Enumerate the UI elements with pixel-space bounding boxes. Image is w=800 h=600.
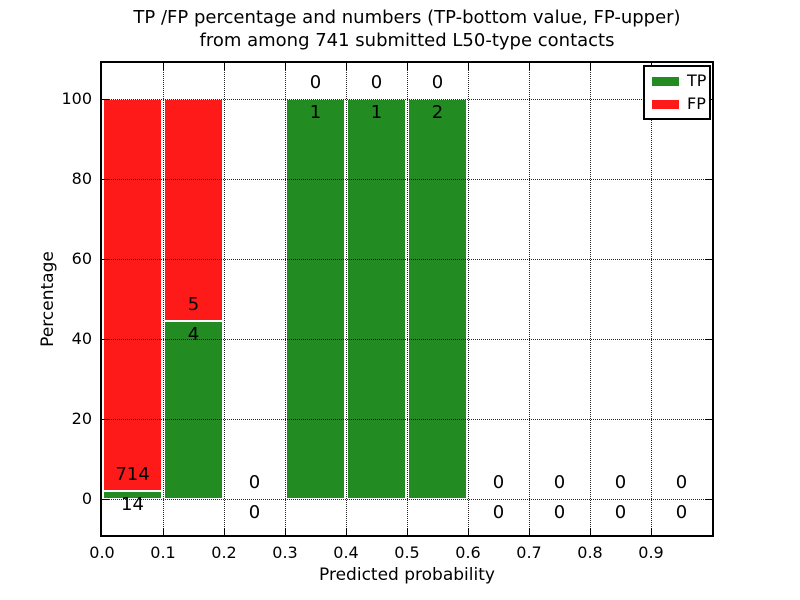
x-tick-label: 0.3 (272, 543, 298, 562)
y-tick (705, 418, 712, 420)
x-tick-label: 0.5 (394, 543, 420, 562)
tp-count-label: 14 (121, 494, 144, 516)
tp-count-label: 0 (248, 502, 261, 523)
fp-count-label: 5 (187, 294, 200, 316)
plot-area: 714 14 5 4 0 0 0 1 0 1 0 2 0 0 0 0 0 0 0 0 TP FP (100, 61, 714, 537)
legend: TP FP (643, 65, 711, 120)
x-tick (406, 528, 408, 535)
tp-count-label: 1 (370, 102, 383, 123)
bar-fp-segment (103, 99, 162, 492)
y-tick (102, 418, 109, 420)
x-tick-label: 0.4 (333, 543, 359, 562)
fp-count-label: 714 (115, 464, 150, 486)
fp-count-label: 0 (614, 472, 627, 493)
y-tick (705, 258, 712, 260)
x-tick-label: 0.7 (516, 543, 542, 562)
x-tick (528, 63, 530, 70)
fp-count-label: 0 (492, 472, 505, 493)
chart-title-line1: TP /FP percentage and numbers (TP-bottom… (133, 7, 681, 28)
tp-count-label: 2 (431, 102, 444, 123)
x-tick-label: 0.1 (150, 543, 176, 562)
tp-count-label: 0 (614, 502, 627, 523)
y-tick (102, 178, 109, 180)
y-tick (705, 178, 712, 180)
x-tick (345, 528, 347, 535)
fp-count-label: 0 (553, 472, 566, 493)
x-tick (162, 63, 164, 70)
y-tick-label: 100 (61, 89, 92, 108)
y-axis-label-wrap: Percentage (36, 61, 60, 537)
legend-entry: TP (652, 71, 707, 90)
x-tick (467, 63, 469, 70)
x-tick (223, 63, 225, 70)
grid-line-v (590, 63, 591, 535)
x-tick-label: 0.6 (455, 543, 481, 562)
x-tick (406, 63, 408, 70)
grid-line-v (224, 63, 225, 535)
y-tick (102, 338, 109, 340)
x-tick (162, 528, 164, 535)
x-tick-label: 0.0 (89, 543, 115, 562)
grid-line-v (163, 63, 164, 535)
x-tick-label: 0.9 (638, 543, 664, 562)
fp-count-label: 0 (309, 72, 322, 93)
fp-count-label: 0 (370, 72, 383, 93)
x-tick (284, 63, 286, 70)
x-tick (650, 528, 652, 535)
tp-count-label: 0 (675, 502, 688, 523)
y-tick-label: 40 (71, 329, 92, 348)
bar-tp-segment (103, 491, 162, 499)
chart-title: TP /FP percentage and numbers (TP-bottom… (100, 6, 714, 52)
grid-line-v (346, 63, 347, 535)
fp-count-label: 0 (675, 472, 688, 493)
y-tick (102, 498, 109, 500)
legend-swatch-tp (652, 76, 679, 86)
tp-count-label: 0 (492, 502, 505, 523)
x-axis-label: Predicted probability (319, 565, 495, 585)
x-tick (528, 528, 530, 535)
y-tick-label: 60 (71, 249, 92, 268)
grid-line-v (285, 63, 286, 535)
x-tick (467, 528, 469, 535)
x-tick (345, 63, 347, 70)
x-tick (589, 63, 591, 70)
y-tick-label: 80 (71, 169, 92, 188)
x-tick-label: 0.2 (211, 543, 237, 562)
grid-line-v (468, 63, 469, 535)
y-tick-label: 0 (81, 489, 92, 508)
x-tick-label: 0.8 (577, 543, 603, 562)
grid-line-v (651, 63, 652, 535)
bar-tp-segment (286, 99, 345, 499)
y-tick (102, 98, 109, 100)
bar-tp-segment (347, 99, 406, 499)
grid-line-v (407, 63, 408, 535)
tp-count-label: 1 (309, 102, 322, 123)
bar-tp-segment (164, 321, 223, 499)
x-tick (589, 528, 591, 535)
legend-label: TP (687, 71, 707, 90)
x-tick (223, 528, 225, 535)
bar-fp-segment (164, 99, 223, 322)
tp-count-label: 0 (553, 502, 566, 523)
fp-count-label: 0 (248, 472, 261, 493)
fp-count-label: 0 (431, 72, 444, 93)
x-tick (284, 528, 286, 535)
y-tick (705, 498, 712, 500)
y-tick-label: 20 (71, 409, 92, 428)
grid-line-v (529, 63, 530, 535)
legend-label: FP (687, 94, 706, 113)
y-tick (705, 338, 712, 340)
y-tick (102, 258, 109, 260)
bar-tp-segment (408, 99, 467, 499)
legend-entry: FP (652, 94, 706, 113)
tp-count-label: 4 (187, 324, 200, 346)
chart-title-line2: from among 741 submitted L50-type contac… (199, 30, 615, 51)
legend-swatch-fp (652, 99, 679, 109)
